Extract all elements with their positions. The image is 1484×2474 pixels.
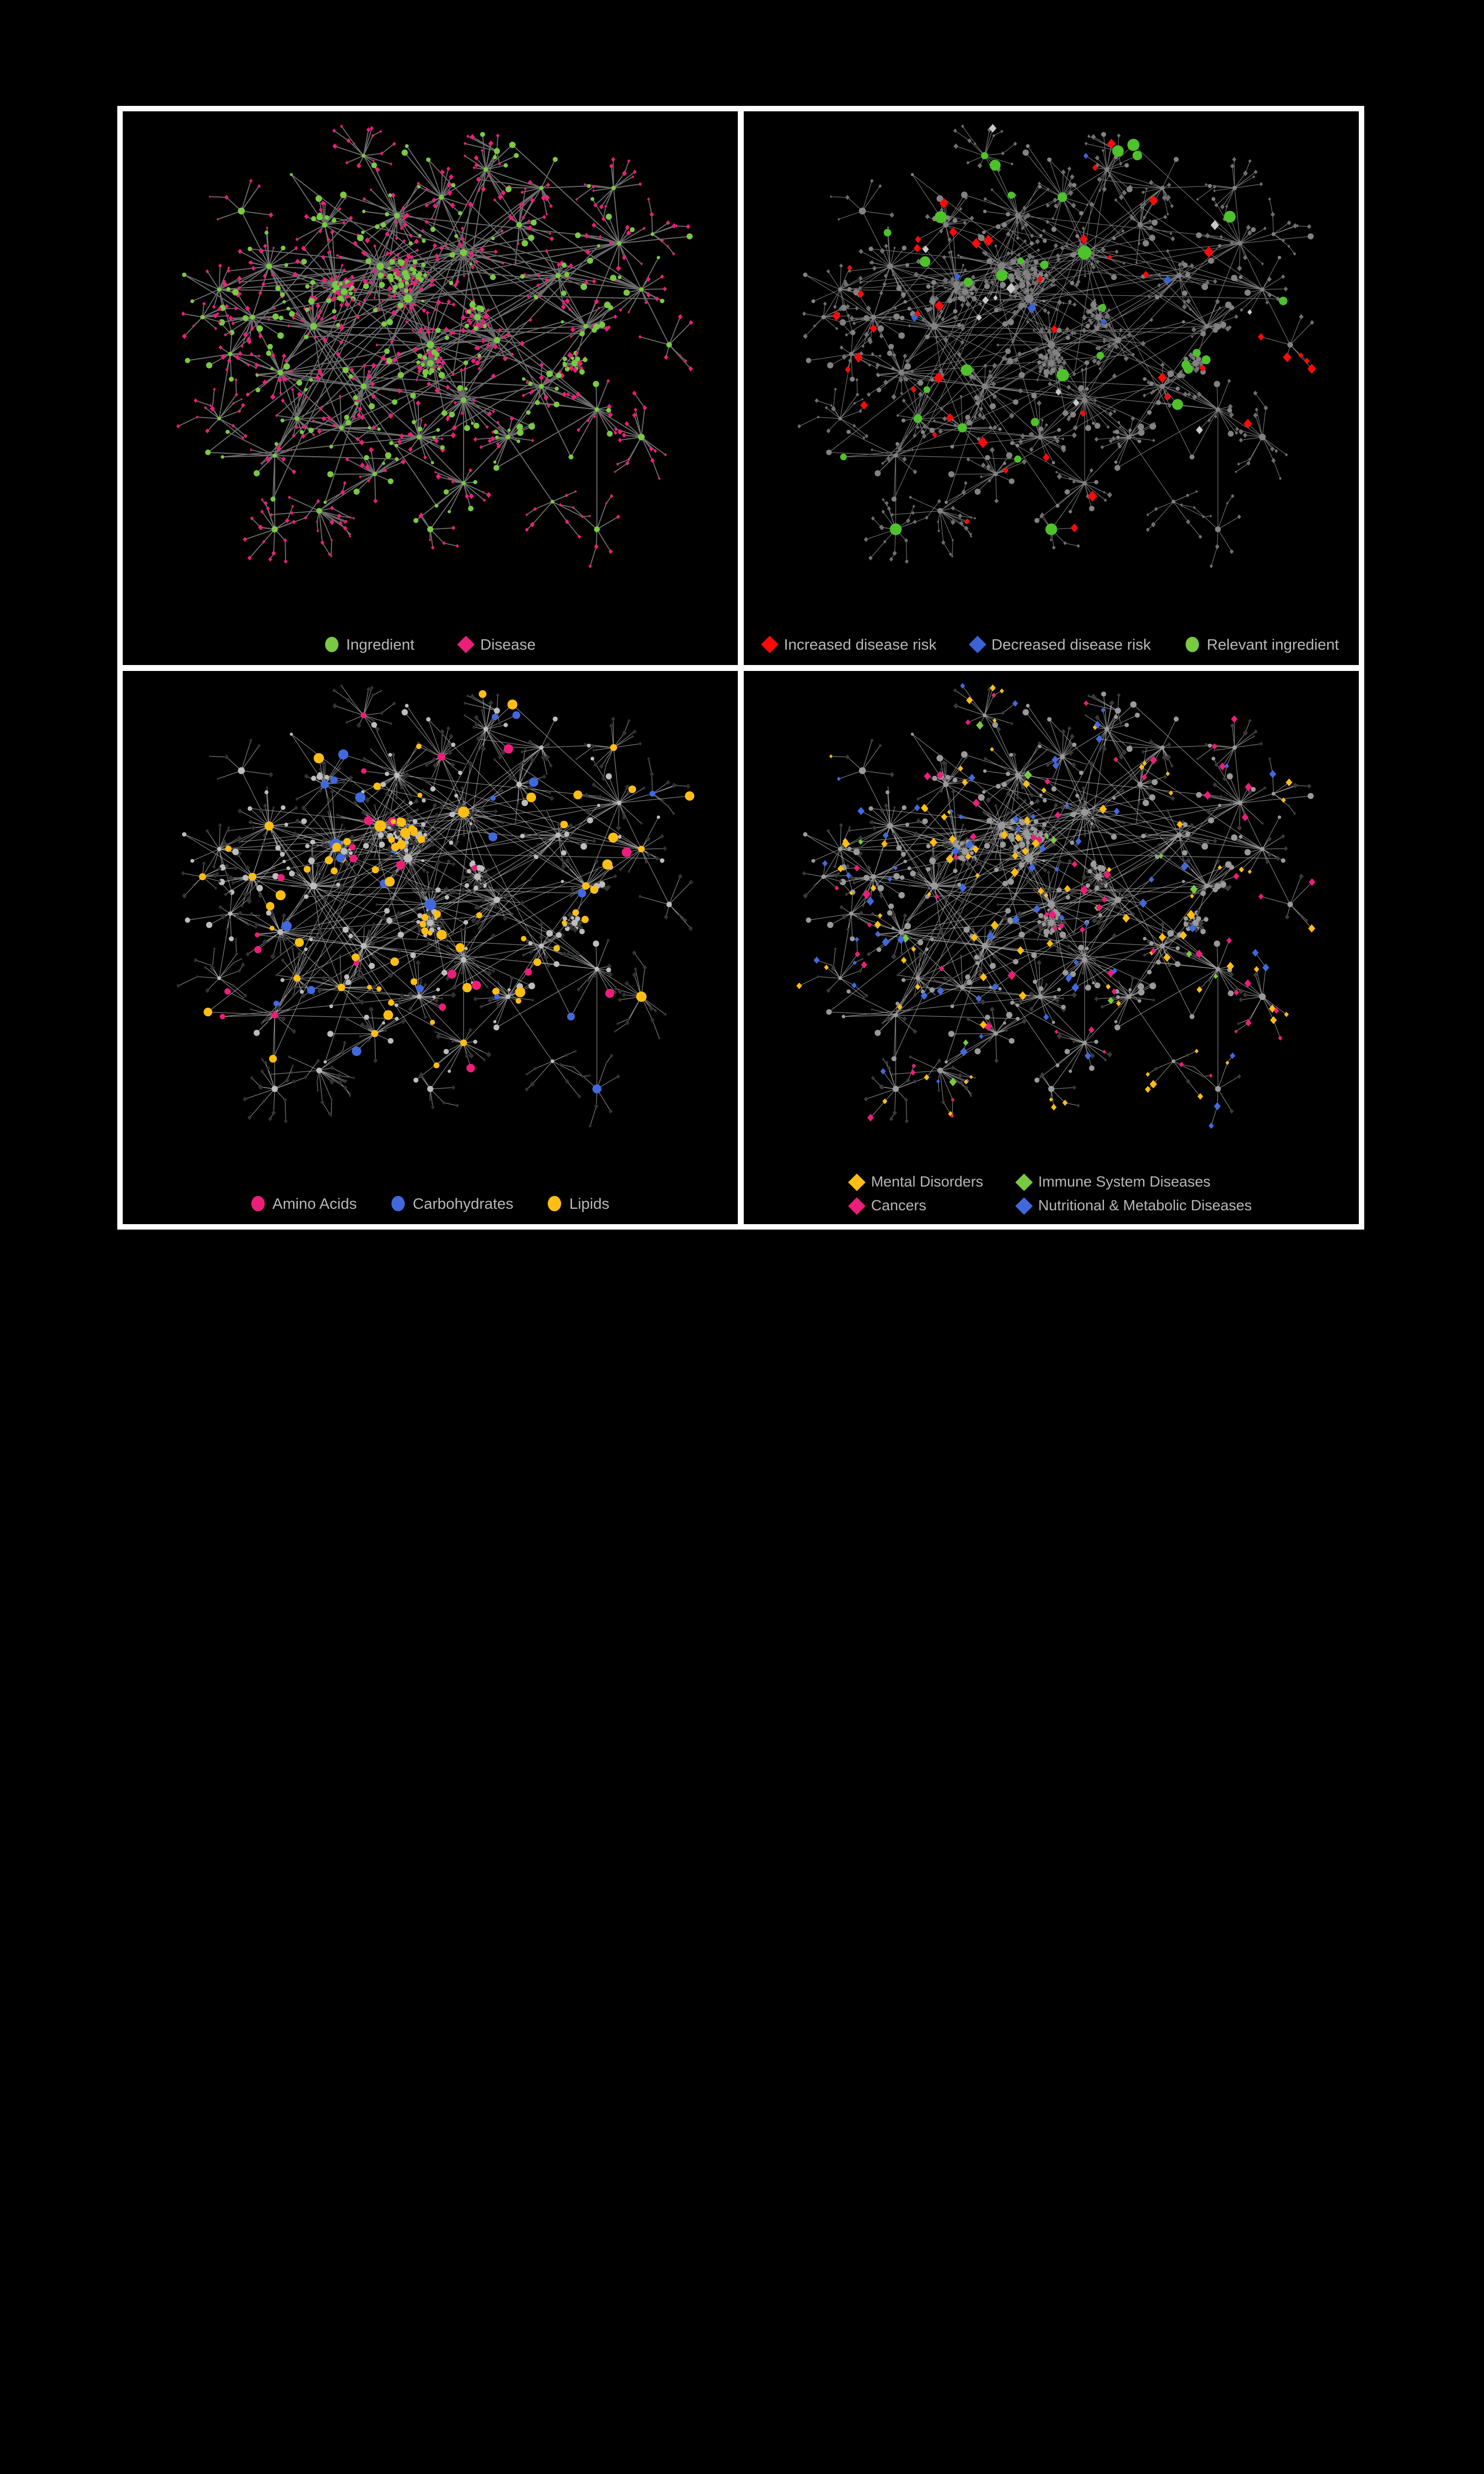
legend-item-mental-disorders: Mental Disorders	[851, 1175, 983, 1189]
legend-item-immune-system-diseases: Immune System Diseases	[1018, 1175, 1252, 1189]
legend-label: Mental Disorders	[871, 1175, 983, 1189]
network-figure: Ingredient Disease Increased disease ris…	[0, 0, 1484, 1339]
legend-label: Nutritional & Metabolic Diseases	[1038, 1198, 1252, 1213]
legend-item-cancers: Cancers	[851, 1198, 983, 1213]
cancers-diamond-icon	[848, 1197, 865, 1214]
panel-grid: Ingredient Disease Increased disease ris…	[117, 106, 1364, 1230]
legend-label: Immune System Diseases	[1038, 1175, 1210, 1189]
legend-panel-4: Mental Disorders Immune System Diseases …	[744, 1175, 1359, 1213]
network-canvas-3[interactable]	[123, 671, 738, 1225]
panel-disease-classes[interactable]: Mental Disorders Immune System Diseases …	[744, 671, 1359, 1225]
network-canvas-1[interactable]	[123, 111, 738, 665]
legend-label: Cancers	[871, 1198, 926, 1213]
network-canvas-4[interactable]	[744, 671, 1359, 1225]
mental-disorders-diamond-icon	[848, 1173, 865, 1190]
panel-disease-risk[interactable]: Increased disease risk Decreased disease…	[744, 111, 1359, 665]
nutritional-metabolic-diseases-diamond-icon	[1015, 1197, 1033, 1214]
panel-ingredient-classes[interactable]: Amino Acids Carbohydrates Lipids	[123, 671, 738, 1225]
panel-ingredient-disease[interactable]: Ingredient Disease	[123, 111, 738, 665]
footer: Created by: EdgeLeap Power	[0, 1237, 1484, 1339]
legend-item-nutritional-metabolic-diseases: Nutritional & Metabolic Diseases	[1018, 1198, 1252, 1213]
immune-system-diseases-diamond-icon	[1015, 1173, 1033, 1190]
network-canvas-2[interactable]	[744, 111, 1359, 665]
